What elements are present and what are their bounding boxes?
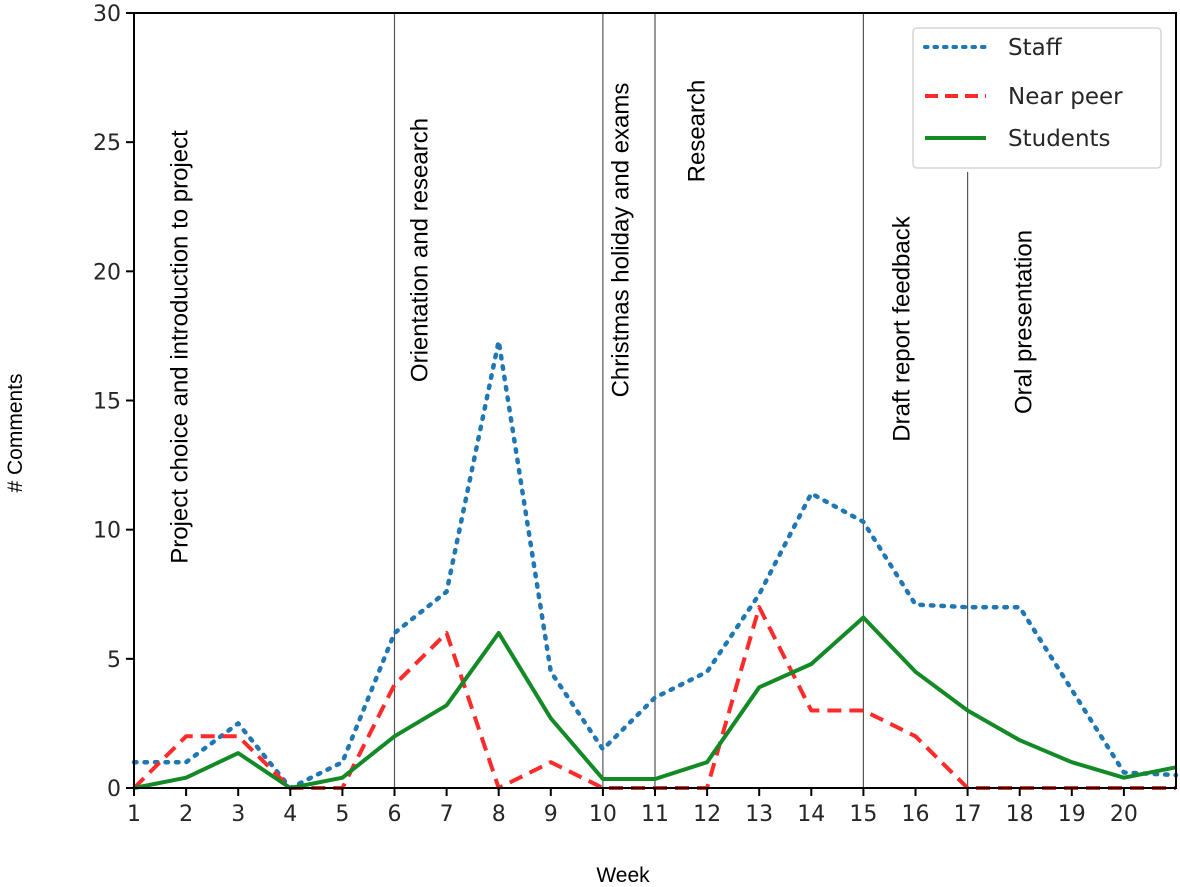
x-tick-label: 3 (231, 802, 245, 827)
legend-label: Staff (1008, 35, 1063, 61)
x-axis-ticks: 1 2 3 4 5 6 7 8 9 10 11 12 13 14 15 16 17 18 19 20 (127, 788, 1138, 827)
phase-labels: Project choice and introduction to proje… (166, 80, 1037, 564)
phase-label: Research (683, 80, 710, 183)
x-tick-label: 19 (1058, 802, 1086, 827)
y-tick-label: 5 (107, 648, 121, 673)
x-tick-label: 2 (179, 802, 193, 827)
x-tick-label: 5 (335, 802, 349, 827)
phase-label: Oral presentation (1010, 230, 1037, 414)
x-axis-label: Week (596, 864, 650, 887)
x-tick-label: 17 (954, 802, 982, 827)
x-tick-label: 15 (849, 802, 877, 827)
series-line-staff (131, 338, 1179, 791)
y-tick-label: 30 (93, 2, 121, 27)
y-tick-label: 0 (107, 777, 121, 802)
legend-label: Students (1008, 126, 1111, 152)
y-tick-label: 10 (93, 519, 121, 544)
phase-label: Orientation and research (406, 118, 433, 382)
x-tick-label: 16 (902, 802, 930, 827)
x-tick-label: 12 (693, 802, 721, 827)
x-tick-label: 6 (388, 802, 402, 827)
x-tick-label: 20 (1110, 802, 1138, 827)
phase-label: Christmas holiday and exams (607, 83, 634, 398)
legend-box (912, 27, 1162, 169)
y-tick-label: 15 (93, 390, 121, 415)
x-tick-label: 8 (492, 802, 506, 827)
phase-label: Draft report feedback (888, 215, 915, 441)
x-tick-label: 14 (797, 802, 825, 827)
legend-label: Near peer (1008, 84, 1123, 110)
x-tick-label: 13 (745, 802, 773, 827)
x-tick-label: 7 (440, 802, 454, 827)
y-tick-label: 25 (93, 131, 121, 156)
x-tick-label: 11 (641, 802, 669, 827)
x-tick-label: 9 (544, 802, 558, 827)
legend: Staff Near peer Students (912, 27, 1162, 169)
phase-boundary-lines (393, 13, 969, 788)
y-axis-ticks: 0 5 10 15 20 25 30 (93, 2, 134, 802)
y-axis-label: # Comments (4, 373, 27, 492)
x-tick-label: 1 (127, 802, 141, 827)
x-tick-label: 10 (589, 802, 617, 827)
x-tick-label: 18 (1006, 802, 1034, 827)
series-line-students (133, 615, 1177, 790)
y-tick-label: 20 (93, 260, 121, 285)
phase-label: Project choice and introduction to proje… (166, 130, 193, 564)
x-tick-label: 4 (283, 802, 297, 827)
